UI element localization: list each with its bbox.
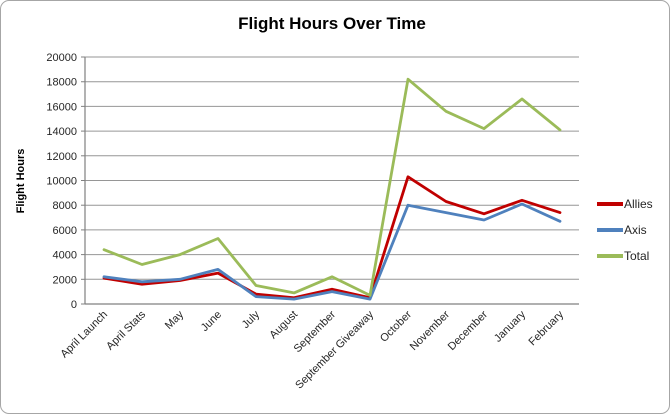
legend-label: Allies [624, 197, 653, 211]
x-tick-label: December [446, 308, 491, 353]
legend: Allies Axis Total [597, 191, 667, 269]
series-line-total [102, 77, 562, 297]
y-tick-label: 8000 [53, 200, 77, 212]
x-tick-label: January [492, 308, 529, 345]
legend-item-axis: Axis [597, 217, 667, 243]
y-tick-label: 20000 [46, 52, 77, 64]
y-tick-label: 4000 [53, 250, 77, 262]
y-tick-label: 0 [71, 299, 77, 311]
axis-line-swatch-icon [597, 228, 623, 232]
x-tick-label: June [199, 309, 224, 334]
legend-label: Axis [624, 223, 647, 237]
allies-line-swatch-icon [597, 202, 623, 206]
total-line-swatch-icon [597, 254, 623, 258]
x-tick-label: April Stats [104, 308, 148, 352]
y-tick-label: 6000 [53, 225, 77, 237]
chart-title: Flight Hours Over Time [238, 14, 426, 33]
series-line-axis [102, 202, 562, 301]
legend-item-total: Total [597, 243, 667, 269]
x-tick-label: February [527, 308, 567, 348]
x-tick-label: July [240, 308, 263, 331]
legend-label: Total [624, 249, 650, 263]
y-tick-label: 18000 [46, 77, 77, 89]
y-tick-label: 2000 [53, 274, 77, 286]
y-tick-label: 10000 [46, 176, 77, 188]
y-tick-label: 12000 [46, 151, 77, 163]
x-tick-label: November [408, 308, 453, 353]
legend-item-allies: Allies [597, 191, 667, 217]
y-tick-label: 16000 [46, 101, 77, 113]
x-tick-label: May [163, 308, 187, 332]
x-tick-label: April Launch [58, 309, 110, 361]
x-tick-label: October [378, 308, 414, 344]
y-tick-label: 14000 [46, 126, 77, 138]
x-tick-label: September Giveaway [293, 308, 376, 391]
x-tick-label: August [267, 309, 300, 342]
